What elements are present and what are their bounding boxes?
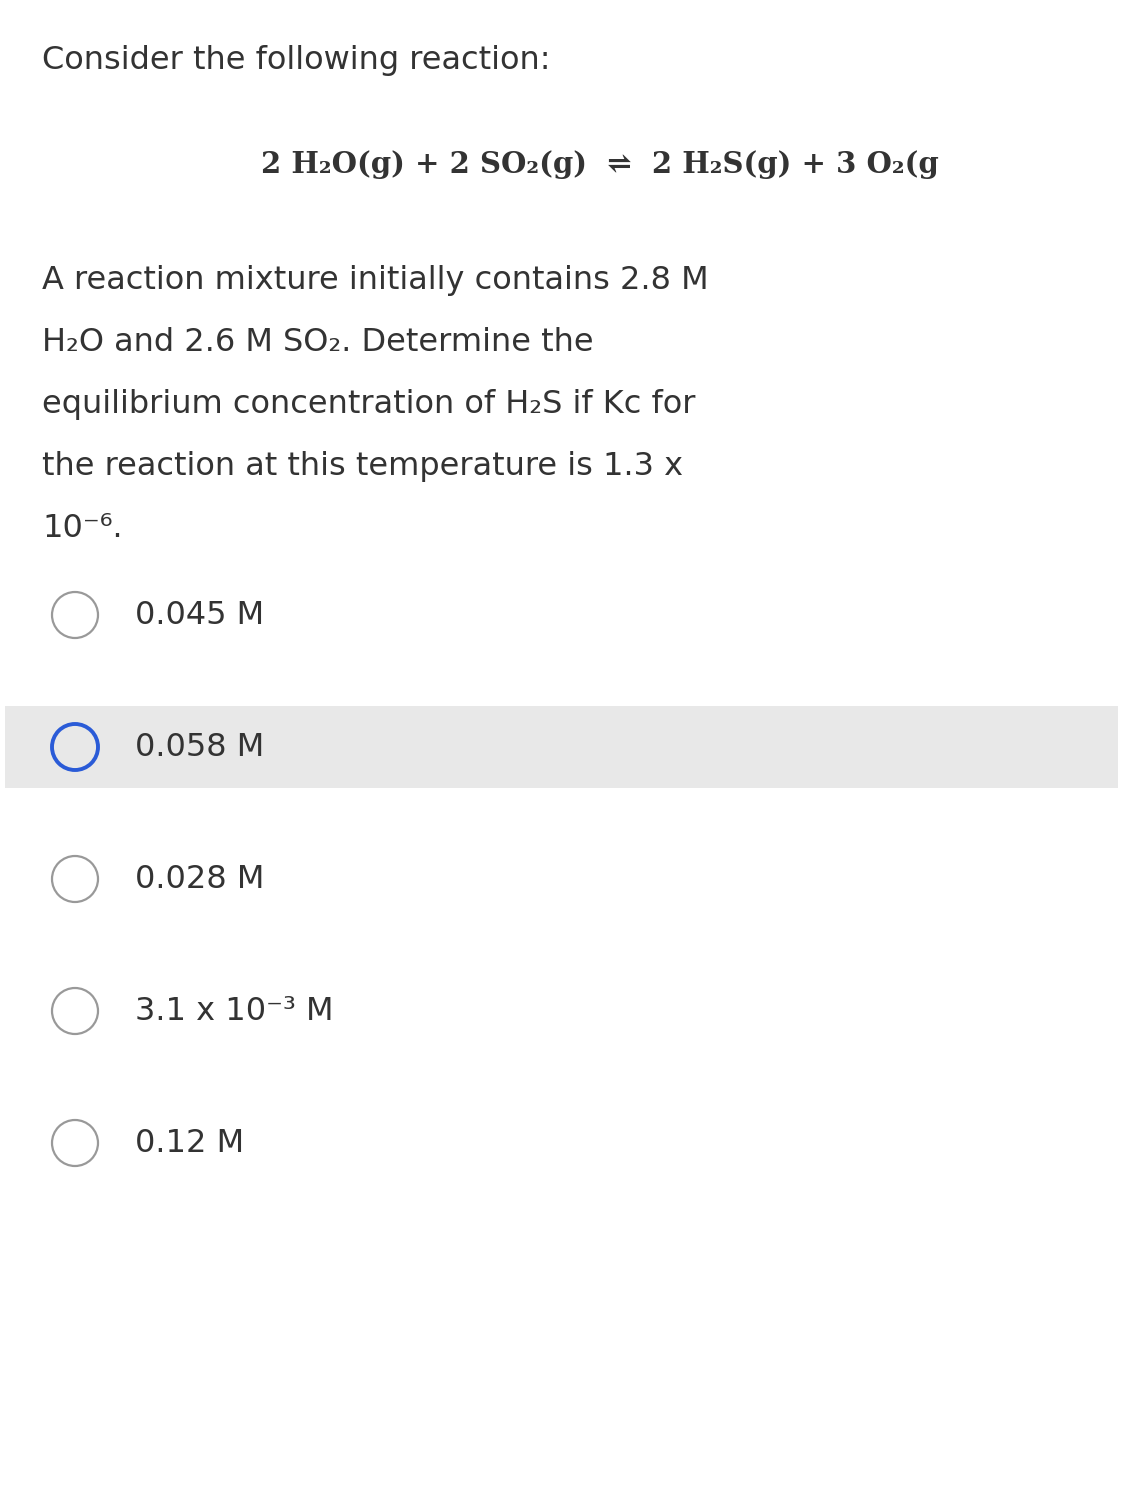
Text: the reaction at this temperature is 1.3 x: the reaction at this temperature is 1.3 … [42, 452, 683, 482]
FancyBboxPatch shape [4, 706, 1118, 788]
Text: A reaction mixture initially contains 2.8 M: A reaction mixture initially contains 2.… [42, 266, 709, 296]
Text: 10⁻⁶.: 10⁻⁶. [42, 513, 123, 544]
Text: 0.028 M: 0.028 M [135, 864, 264, 894]
Text: 2 H₂O(g) + 2 SO₂(g)  ⇌  2 H₂S(g) + 3 O₂(g: 2 H₂O(g) + 2 SO₂(g) ⇌ 2 H₂S(g) + 3 O₂(g [261, 150, 939, 178]
Text: H₂O and 2.6 M SO₂. Determine the: H₂O and 2.6 M SO₂. Determine the [42, 327, 594, 358]
Text: 0.12 M: 0.12 M [135, 1128, 244, 1158]
Text: 3.1 x 10⁻³ M: 3.1 x 10⁻³ M [135, 996, 333, 1026]
Text: 0.045 M: 0.045 M [135, 600, 264, 630]
Text: equilibrium concentration of H₂S if Kᴄ for: equilibrium concentration of H₂S if Kᴄ f… [42, 388, 695, 420]
Text: 0.058 M: 0.058 M [135, 732, 264, 762]
Text: Consider the following reaction:: Consider the following reaction: [42, 45, 550, 76]
